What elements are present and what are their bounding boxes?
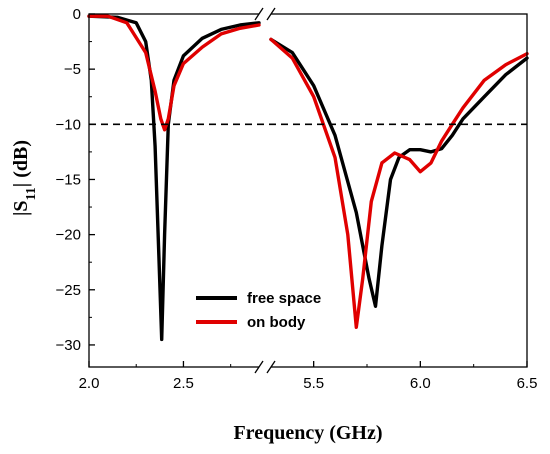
series-line-free-space-1 <box>269 37 529 308</box>
axis-break-gap-0 <box>259 363 271 371</box>
y-tick-label: −5 <box>64 61 81 78</box>
y-axis-title-main: |S <box>10 200 32 216</box>
y-axis-title: |S11| (dB) <box>10 140 39 216</box>
y-axis-title-tail: | (dB) <box>10 140 32 187</box>
legend-label-free-space: free space <box>247 290 321 307</box>
x-axis-ticks: 2.0 2.5 5.5 6.0 6.5 <box>79 361 538 392</box>
x-tick-label: 6.5 <box>517 375 538 392</box>
axis-break-gap-1 <box>259 10 271 18</box>
y-tick-label: −25 <box>56 282 81 299</box>
y-tick-label: −10 <box>56 116 81 133</box>
y-axis-ticks: 0 −5 −10 −15 −20 −25 −30 <box>56 6 95 354</box>
axis-break-slash-right-1 <box>266 7 276 21</box>
axis-break-slash-right-0 <box>266 360 276 374</box>
x-tick-label: 6.0 <box>410 375 431 392</box>
y-tick-label: 0 <box>73 6 81 23</box>
legend: free space on body <box>196 290 321 331</box>
series-line-on-body-1 <box>269 37 529 329</box>
x-tick-label: 5.5 <box>303 375 324 392</box>
series-line-on-body-0 <box>87 14 261 132</box>
y-tick-label: −20 <box>56 227 81 244</box>
series-line-free-space-0 <box>87 14 261 342</box>
y-tick-label: −30 <box>56 337 81 354</box>
x-tick-label: 2.5 <box>173 375 194 392</box>
x-tick-label: 2.0 <box>79 375 100 392</box>
y-axis-title-subscript: 11 <box>24 187 39 200</box>
y-tick-label: −15 <box>56 171 81 188</box>
plot-frame <box>88 13 528 368</box>
axis-break-slash-left-0 <box>254 360 264 374</box>
x-axis-title: Frequency (GHz) <box>233 422 382 444</box>
axis-break-marks <box>254 7 276 374</box>
legend-label-on-body: on body <box>247 314 306 331</box>
axis-break-slash-left-1 <box>254 7 264 21</box>
